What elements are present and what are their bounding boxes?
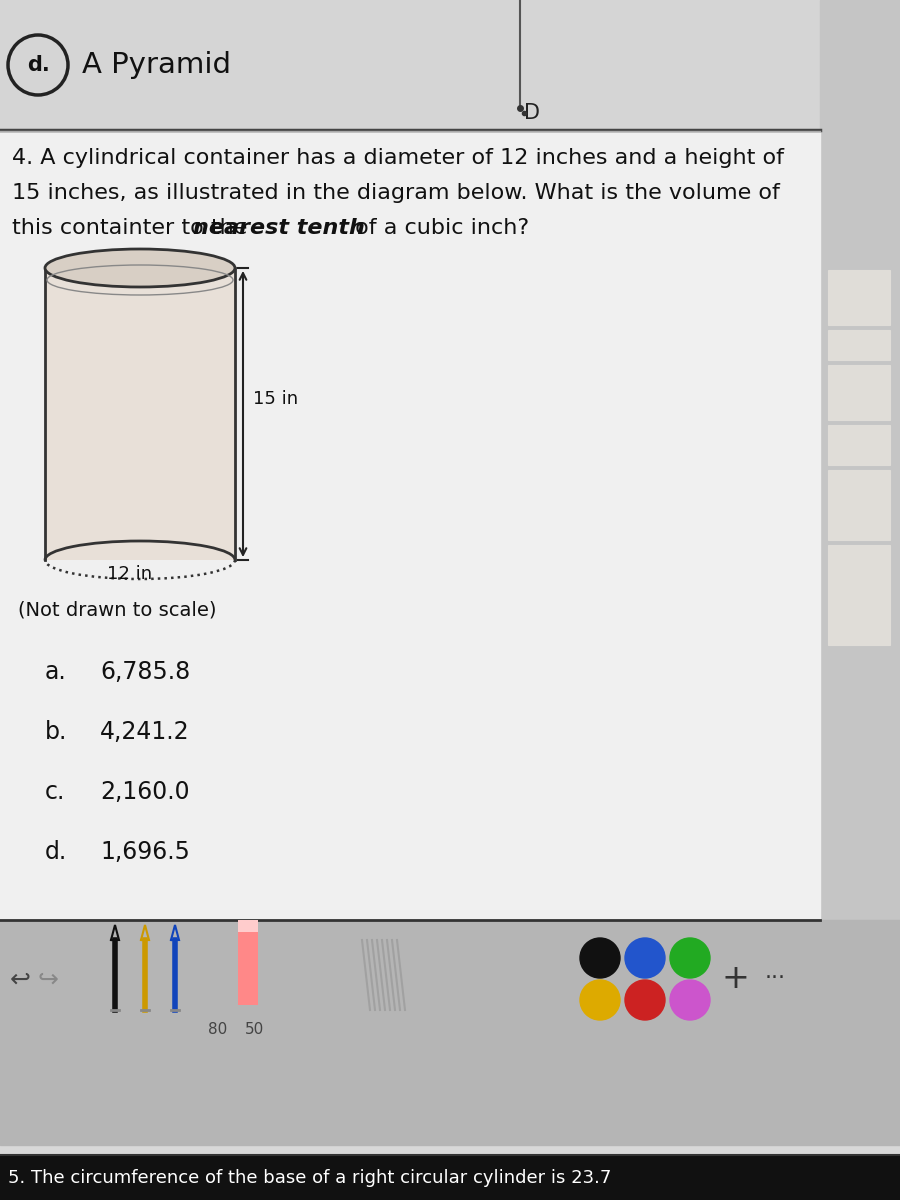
Circle shape (580, 938, 620, 978)
Text: this containter to the: this containter to the (12, 218, 255, 238)
Text: nearest tenth: nearest tenth (193, 218, 364, 238)
Bar (238, 920, 258, 932)
Bar (828, 470, 890, 540)
Bar (0, 130, 820, 920)
Text: 12 in: 12 in (107, 565, 153, 583)
Bar (828, 270, 890, 325)
Text: 5. The circumference of the base of a right circular cylinder is 23.7: 5. The circumference of the base of a ri… (8, 1169, 611, 1187)
Bar (238, 930, 258, 1006)
Bar (45, 268, 235, 560)
Text: 2,160.0: 2,160.0 (100, 780, 190, 804)
Ellipse shape (45, 248, 235, 287)
Bar (0, 0, 820, 130)
Bar (828, 365, 890, 420)
Text: +: + (721, 961, 749, 995)
Text: a.: a. (45, 660, 67, 684)
Circle shape (670, 980, 710, 1020)
Text: 1,696.5: 1,696.5 (100, 840, 190, 864)
Bar (828, 545, 890, 646)
Text: d.: d. (45, 840, 68, 864)
Text: 50: 50 (246, 1022, 265, 1038)
Text: D: D (524, 103, 540, 122)
Text: ···: ··· (764, 968, 786, 988)
Text: 4,241.2: 4,241.2 (100, 720, 190, 744)
Text: 80: 80 (209, 1022, 228, 1038)
Text: of a cubic inch?: of a cubic inch? (348, 218, 529, 238)
Bar (828, 425, 890, 464)
Text: A Pyramid: A Pyramid (82, 50, 231, 79)
Circle shape (625, 980, 665, 1020)
Text: 6,785.8: 6,785.8 (100, 660, 190, 684)
Text: 15 in: 15 in (253, 390, 298, 408)
Text: 4. A cylindrical container has a diameter of 12 inches and a height of: 4. A cylindrical container has a diamete… (12, 148, 784, 168)
Text: d.: d. (27, 55, 50, 74)
Text: c.: c. (45, 780, 66, 804)
Bar (0, 920, 900, 1145)
Circle shape (625, 938, 665, 978)
Text: 15 inches, as illustrated in the diagram below. What is the volume of: 15 inches, as illustrated in the diagram… (12, 182, 780, 203)
Text: (Not drawn to scale): (Not drawn to scale) (18, 600, 217, 619)
Bar (820, 0, 900, 920)
Circle shape (580, 980, 620, 1020)
Text: ↩: ↩ (10, 968, 31, 992)
Text: b.: b. (45, 720, 68, 744)
Bar (0, 1154, 900, 1200)
Circle shape (670, 938, 710, 978)
Text: ↪: ↪ (38, 968, 58, 992)
Bar (828, 330, 890, 360)
